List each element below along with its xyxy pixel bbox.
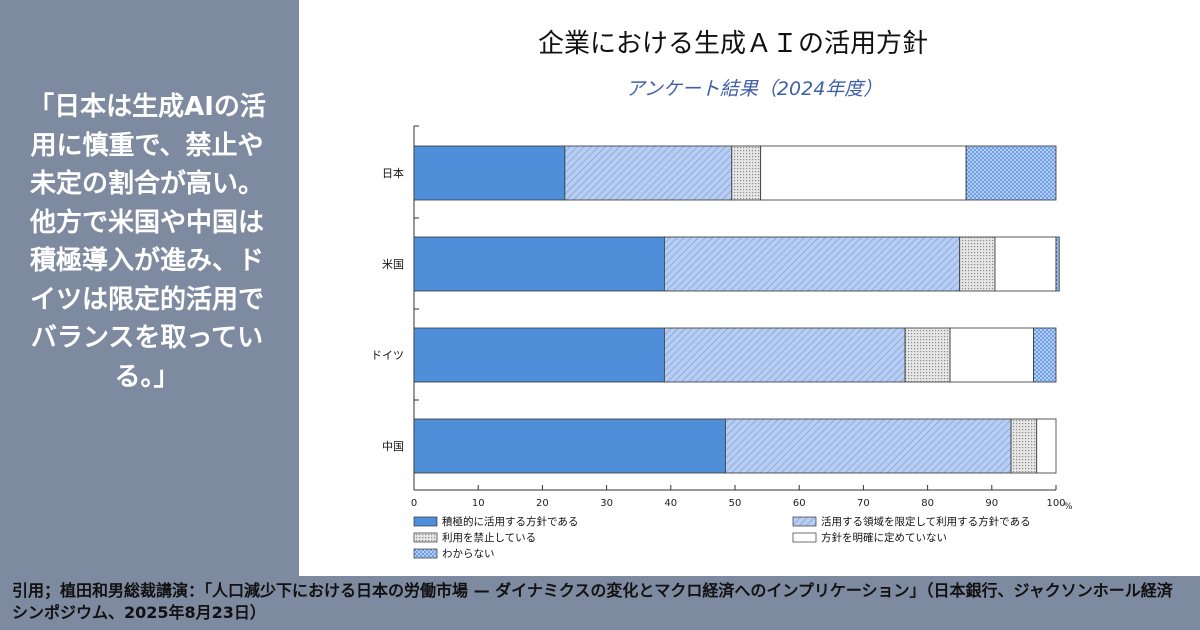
citation-footer: 引用；植田和男総裁講演：「人口減少下における日本の労働市場 — ダイナミクスの変…	[0, 576, 1200, 630]
bar-segment	[965, 145, 1057, 201]
bar-segment	[564, 145, 733, 201]
legend-label: 積極的に活用する方針である	[442, 515, 578, 528]
bar-segment	[724, 418, 1012, 474]
x-tick-label: 0	[411, 498, 417, 509]
x-unit-label: %	[1064, 502, 1073, 512]
x-tick-label: 80	[921, 498, 934, 509]
legend-label: 方針を明確に定めていない	[821, 531, 947, 544]
bar-segment	[1033, 327, 1057, 383]
legend-label: 活用する領域を限定して利用する方針である	[821, 515, 1031, 528]
legend-swatch	[792, 516, 817, 527]
category-label: 米国	[382, 258, 404, 271]
x-tick-label: 60	[793, 498, 806, 509]
bar-segment	[1055, 236, 1060, 292]
quote-text: 「日本は生成AIの活 用に慎重で、禁止や 未定の割合が高い。 他方で米国や中国は…	[28, 92, 266, 392]
chart-title: 企業における生成ＡＩの活用方針	[538, 29, 928, 59]
bar-segment	[949, 327, 1034, 383]
bar-segment	[959, 236, 996, 292]
x-tick-label: 30	[600, 498, 613, 509]
legend-swatch	[413, 548, 438, 559]
category-label: 日本	[382, 166, 404, 180]
bar-segment	[904, 327, 951, 383]
legend-swatch	[792, 532, 817, 543]
chart-panel: 企業における生成ＡＩの活用方針 アンケート結果（2024年度） 0 10 20 30 4…	[299, 0, 1200, 576]
legend-swatch	[413, 516, 438, 527]
x-tick-label: 100	[1046, 498, 1065, 509]
x-tick-label: 40	[664, 498, 677, 509]
bar-segment	[413, 418, 726, 474]
bar-segment	[413, 327, 665, 383]
bar-segment	[663, 236, 961, 292]
bar-segment	[1036, 418, 1057, 474]
bar-segment	[731, 145, 762, 201]
legend-label: 利用を禁止している	[442, 532, 536, 544]
bar-segment	[413, 236, 665, 292]
bar-segment	[760, 145, 967, 201]
quote-panel: 「日本は生成AIの活 用に慎重で、禁止や 未定の割合が高い。 他方で米国や中国は…	[0, 0, 299, 576]
bar-segment	[413, 145, 566, 201]
category-label: 中国	[382, 440, 404, 453]
bar-segment	[1010, 418, 1038, 474]
legend: 積極的に活用する方針である 活用する領域を限定して利用する方針である利用を禁止して…	[413, 515, 1031, 560]
x-tick-label: 10	[472, 498, 485, 509]
legend-swatch	[413, 532, 438, 543]
x-tick-label: 70	[857, 498, 870, 509]
category-label: ドイツ	[371, 349, 404, 362]
bar-segment	[994, 236, 1057, 292]
citation-text: 引用；植田和男総裁講演：「人口減少下における日本の労働市場 — ダイナミクスの変…	[12, 581, 1173, 622]
x-tick-label: 90	[985, 498, 998, 509]
chart-subtitle: アンケート結果（2024年度）	[626, 78, 883, 100]
stacked-bar-chart: 企業における生成ＡＩの活用方針 アンケート結果（2024年度） 0 10 20 30 4…	[371, 29, 1073, 560]
bar-segment	[663, 327, 906, 383]
x-tick-label: 50	[729, 498, 742, 509]
x-tick-label: 20	[536, 498, 549, 509]
legend-label: わからない	[442, 548, 495, 560]
